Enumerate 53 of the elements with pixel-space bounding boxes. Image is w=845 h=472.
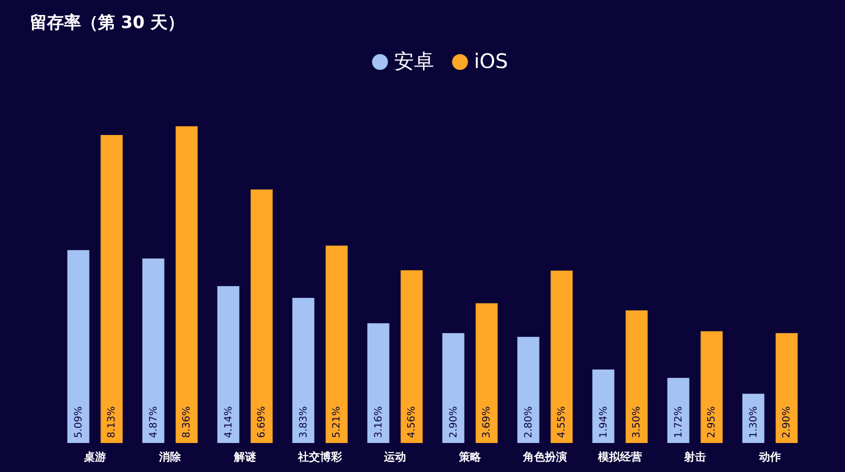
legend-label: iOS [474,49,508,73]
data-label: 1.72% [673,406,684,438]
x-tick-label: 射击 [683,450,706,464]
bar [742,394,764,443]
bar [367,323,390,443]
bar [67,250,90,443]
data-label: 5.21% [332,406,343,438]
data-label: 1.30% [748,406,760,438]
data-label: 3.50% [632,406,643,438]
x-tick-label: 消除 [158,450,182,464]
bar [400,270,423,443]
bar [476,303,498,443]
data-label: 2.90% [448,406,460,438]
x-tick-label: 桌游 [83,450,106,464]
bar [326,246,348,443]
x-tick-label: 策略 [458,450,482,464]
x-tick-label: 角色扮演 [522,450,567,464]
bar [776,333,798,443]
bar [250,190,273,443]
bar [592,369,614,443]
bar [667,378,690,443]
data-label: 1.94% [598,406,610,438]
legend-label: 安卓 [394,49,434,73]
data-label: 2.95% [706,406,718,438]
data-label: 3.16% [373,406,384,438]
bar [142,258,164,443]
bar [442,333,464,443]
bar [176,126,198,443]
bar [550,270,573,443]
data-label: 2.90% [782,406,793,438]
bar [292,298,314,443]
bar [626,310,648,443]
data-label: 8.13% [106,406,118,438]
data-label: 6.69% [256,406,268,438]
bar [217,286,240,443]
data-label: 5.09% [73,406,84,438]
bar [700,331,723,443]
data-label: 3.69% [482,406,493,438]
data-label: 8.36% [182,406,193,438]
x-tick-label: 解谜 [233,450,256,464]
data-label: 4.56% [406,406,418,438]
data-label: 4.14% [223,406,234,438]
bar [100,134,123,443]
x-tick-label: 模拟经营 [597,450,642,464]
bar [517,336,540,443]
x-tick-label: 运动 [383,450,406,464]
data-label: 2.80% [523,406,534,438]
data-label: 3.83% [298,406,310,438]
x-tick-label: 社交博彩 [297,450,343,464]
data-label: 4.55% [556,406,568,438]
x-tick-label: 动作 [758,450,781,464]
chart-title: 留存率（第 30 天） [30,13,184,33]
data-label: 4.87% [148,406,160,438]
